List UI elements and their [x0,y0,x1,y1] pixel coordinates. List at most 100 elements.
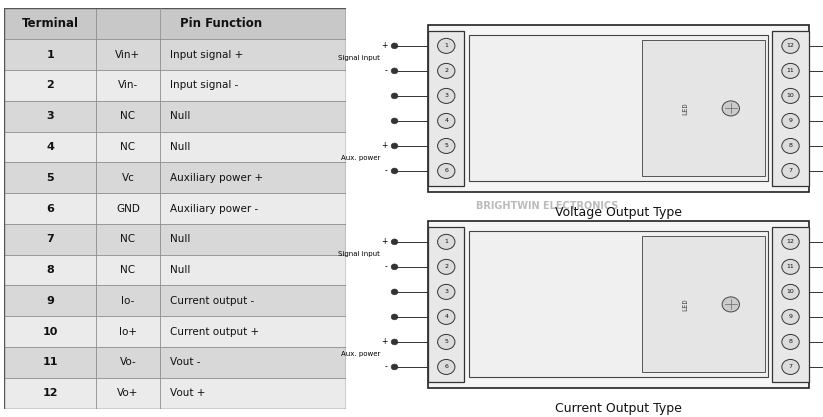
Circle shape [782,259,799,274]
Text: 6: 6 [444,364,449,369]
Circle shape [438,113,455,128]
Text: -: - [384,362,388,372]
Circle shape [391,118,398,124]
Bar [4,131,96,162]
Circle shape [438,309,455,324]
Bar [4,378,96,409]
Bar [160,347,346,378]
Text: Current output +: Current output + [170,327,259,337]
Circle shape [782,38,799,53]
Text: Vc: Vc [122,173,134,183]
Circle shape [438,63,455,78]
Text: 1: 1 [444,43,449,48]
Bar [96,8,346,39]
Text: Signal input: Signal input [338,251,380,257]
Text: -: - [384,66,388,75]
Text: 3: 3 [444,289,449,294]
Text: Null: Null [170,111,190,121]
Bar [96,193,160,224]
Bar [4,39,96,70]
Text: 8: 8 [46,265,54,275]
Bar [428,31,464,186]
Circle shape [782,284,799,299]
Text: Signal input: Signal input [338,55,380,61]
Circle shape [391,339,398,345]
Bar [96,224,160,255]
Circle shape [782,234,799,249]
Text: Vin-: Vin- [118,80,138,90]
Text: 10: 10 [43,327,58,337]
Text: -: - [384,262,388,271]
Text: 5: 5 [444,339,449,344]
Bar [96,101,160,131]
Text: Null: Null [170,234,190,244]
Text: Io-: Io- [121,296,135,306]
Bar [469,231,768,377]
Text: 7: 7 [788,364,793,369]
Bar [96,286,160,316]
Bar [160,378,346,409]
Text: Vo+: Vo+ [117,388,138,398]
Bar [4,286,96,316]
Bar [160,255,346,286]
Text: 7: 7 [788,168,793,173]
Text: 5: 5 [46,173,54,183]
Bar [96,316,160,347]
Text: 12: 12 [787,239,794,244]
Text: 9: 9 [788,314,793,319]
Text: 10: 10 [787,93,794,98]
Bar [4,193,96,224]
Circle shape [722,297,739,312]
Text: Auxiliary power +: Auxiliary power + [170,173,263,183]
Text: -: - [384,166,388,176]
Bar [160,131,346,162]
Bar [160,224,346,255]
Bar [96,162,160,193]
Text: Null: Null [170,142,190,152]
Circle shape [722,101,739,116]
Circle shape [438,334,455,349]
Text: 8: 8 [788,339,793,344]
Text: Io+: Io+ [119,327,137,337]
Text: Vo-: Vo- [119,357,137,367]
Bar [428,221,808,388]
Text: 9: 9 [46,296,54,306]
Text: Current output -: Current output - [170,296,254,306]
Bar [773,31,808,186]
Bar [469,35,768,181]
Text: 1: 1 [46,50,54,60]
Bar [428,227,464,382]
Circle shape [438,138,455,153]
Text: 6: 6 [46,203,54,214]
Bar [642,236,765,372]
Text: 12: 12 [787,43,794,48]
Bar [160,162,346,193]
Text: Vout -: Vout - [170,357,200,367]
Text: Voltage Output Type: Voltage Output Type [555,206,682,219]
Text: 5: 5 [444,143,449,148]
Circle shape [782,63,799,78]
Text: 4: 4 [444,314,449,319]
Text: 2: 2 [444,68,449,73]
Text: NC: NC [120,142,136,152]
Text: +: + [381,337,388,347]
Text: 2: 2 [46,80,54,90]
Circle shape [391,68,398,74]
Bar [96,39,160,70]
Circle shape [438,88,455,103]
Text: 1: 1 [444,239,449,244]
Circle shape [438,38,455,53]
Bar [4,255,96,286]
Circle shape [438,259,455,274]
Text: Aux. power: Aux. power [341,156,380,161]
Circle shape [782,113,799,128]
Text: NC: NC [120,234,136,244]
Bar [160,316,346,347]
Text: Input signal -: Input signal - [170,80,238,90]
Bar [4,101,96,131]
Circle shape [782,359,799,374]
Circle shape [782,138,799,153]
Text: NC: NC [120,111,136,121]
Text: 3: 3 [444,93,449,98]
Bar [4,70,96,101]
